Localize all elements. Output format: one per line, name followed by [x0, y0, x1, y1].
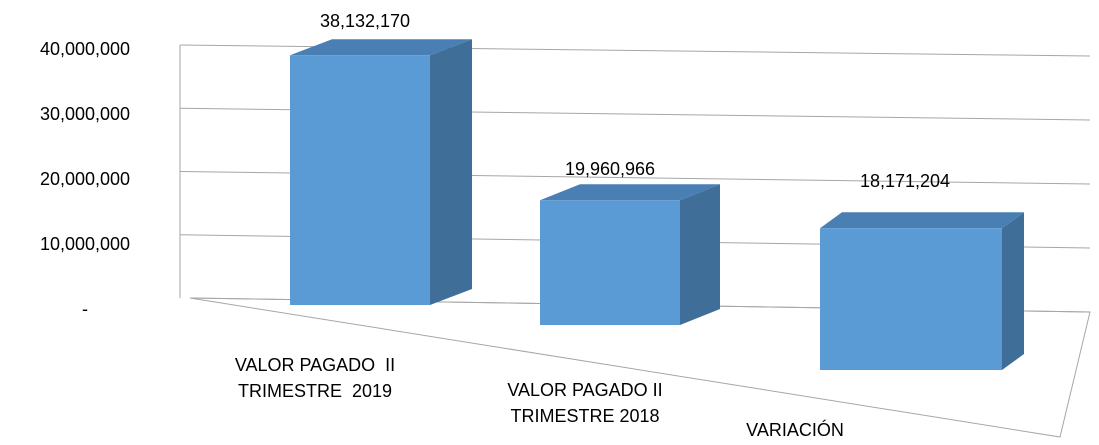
x-tick-label: VALOR PAGADO II TRIMESTRE 2019 [234, 355, 400, 401]
value-label: 38,132,170 [320, 11, 410, 31]
value-label: 19,960,966 [565, 159, 655, 179]
bar-top [290, 39, 472, 56]
bar [820, 228, 1002, 370]
bar-side [430, 39, 472, 306]
x-tick-label: VARIACIÓN [746, 420, 844, 440]
bar-side [680, 184, 720, 325]
bar-top [540, 184, 720, 201]
bar [290, 55, 430, 306]
x-tick-label: VALOR PAGADO II TRIMESTRE 2018 [507, 380, 668, 426]
y-tick-label: 40,000,000 [40, 39, 130, 59]
y-tick-label: 10,000,000 [40, 234, 130, 254]
y-tick-label: 30,000,000 [40, 104, 130, 124]
bar-top [820, 212, 1024, 229]
bar-side [1002, 212, 1024, 370]
y-tick-label: 20,000,000 [40, 169, 130, 189]
y-tick-label: - [82, 299, 88, 319]
value-label: 18,171,204 [860, 171, 950, 191]
bar [540, 200, 680, 325]
